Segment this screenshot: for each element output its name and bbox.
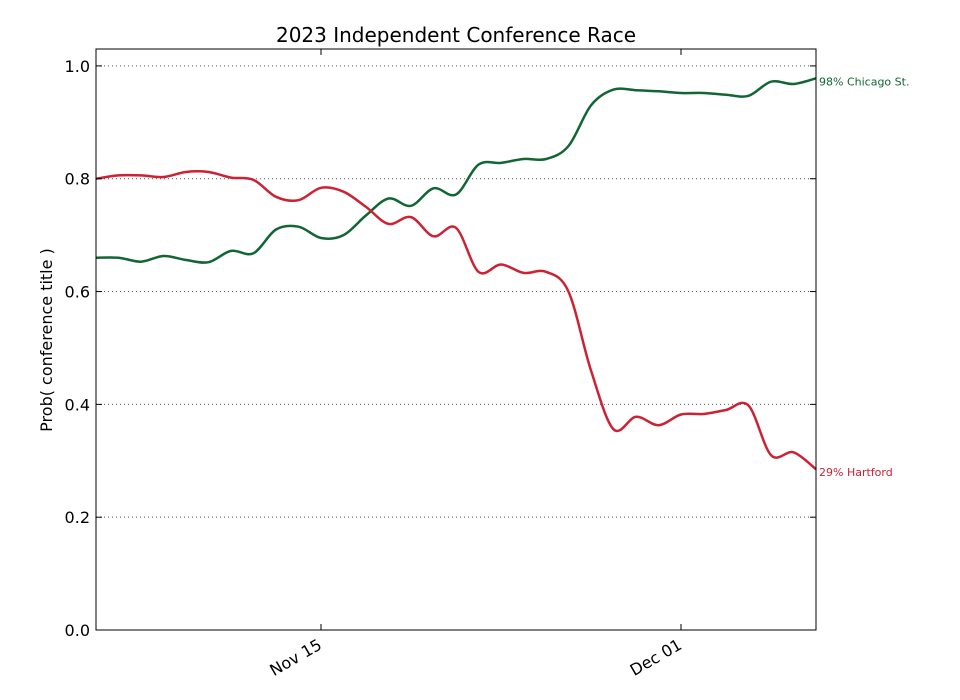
x-tick-label: Dec 01 [627, 635, 685, 680]
x-ticks: Nov 15 Dec 01 [266, 49, 685, 680]
y-tick-label: 0.2 [65, 508, 90, 527]
x-tick-label: Nov 15 [266, 635, 325, 680]
y-ticks: 0.0 0.2 0.4 0.6 0.8 1.0 [65, 57, 816, 640]
gridlines [96, 65, 816, 631]
end-labels: 98% Chicago St. 29% Hartford [819, 75, 909, 479]
y-axis-label: Prob( conference title ) [37, 248, 56, 432]
end-label-hartford: 29% Hartford [819, 466, 893, 479]
end-label-chicago-st: 98% Chicago St. [819, 75, 909, 88]
series-line-chicago-st [95, 77, 817, 264]
y-tick-label: 0.4 [65, 395, 90, 414]
y-tick-label: 1.0 [65, 57, 90, 76]
y-tick-label: 0.6 [65, 283, 90, 302]
plot-frame [95, 48, 817, 631]
y-tick-label: 0.0 [65, 621, 90, 640]
y-tick-label: 0.8 [65, 170, 90, 189]
chart-title: 2023 Independent Conference Race [276, 23, 636, 47]
series-lines [95, 77, 817, 471]
series-line-hartford [95, 170, 817, 471]
